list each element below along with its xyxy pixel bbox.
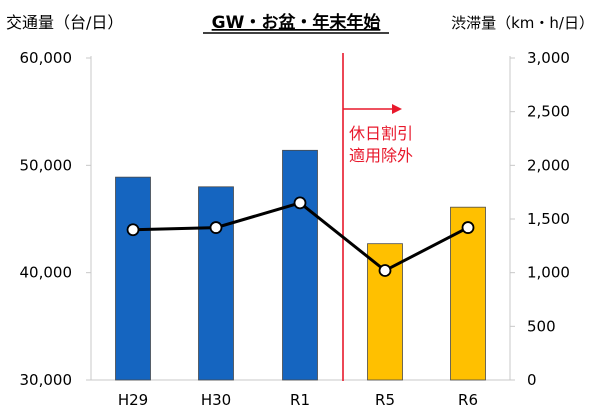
- line-point-R1: [293, 196, 307, 210]
- right-tick-label: 2,500: [527, 103, 570, 121]
- left-axis-title: 交通量（台/日）: [6, 13, 123, 32]
- line-series: [126, 196, 475, 277]
- bar-R1: [282, 149, 318, 381]
- x-tick-label: H30: [201, 391, 231, 409]
- right-tick-label: 1,000: [527, 264, 570, 282]
- left-axis-ticks: 30,000 40,000 50,000 60,000: [20, 49, 91, 389]
- bar-H29: [115, 176, 151, 381]
- line-point-R5: [378, 264, 392, 277]
- right-tick-label: 0: [527, 371, 537, 389]
- divider-group: [342, 53, 402, 381]
- line-point-H29: [126, 223, 140, 237]
- left-tick-label: 50,000: [20, 156, 73, 174]
- annotation-line-1: 休日割引: [349, 124, 413, 143]
- bar-series: [115, 149, 486, 381]
- x-tick-label: R6: [458, 391, 478, 409]
- bar-H30: [198, 186, 234, 381]
- right-axis-title: 渋滞量（km・h/日）: [451, 14, 594, 32]
- arrow-head: [392, 104, 402, 114]
- x-tick-label: R5: [375, 391, 395, 409]
- x-tick-label: H29: [118, 391, 148, 409]
- right-tick-label: 2,000: [527, 156, 570, 174]
- x-axis-ticks: H29 H30 R1 R5 R6: [118, 391, 478, 409]
- right-tick-label: 3,000: [527, 49, 570, 67]
- x-tick-label: R1: [290, 391, 310, 409]
- right-tick-label: 1,500: [527, 210, 570, 228]
- bar-R6: [450, 206, 486, 381]
- chart-title: GW・お盆・年末年始: [212, 12, 381, 33]
- left-tick-label: 40,000: [20, 264, 73, 282]
- line-point-H30: [209, 221, 223, 234]
- left-tick-label: 60,000: [20, 49, 73, 67]
- left-tick-label: 30,000: [20, 371, 73, 389]
- line-point-R6: [461, 221, 475, 234]
- right-axis-ticks: 0 500 1,000 1,500 2,000 2,500 3,000: [510, 49, 570, 389]
- annotation-line-2: 適用除外: [349, 146, 413, 165]
- right-tick-label: 500: [527, 317, 556, 335]
